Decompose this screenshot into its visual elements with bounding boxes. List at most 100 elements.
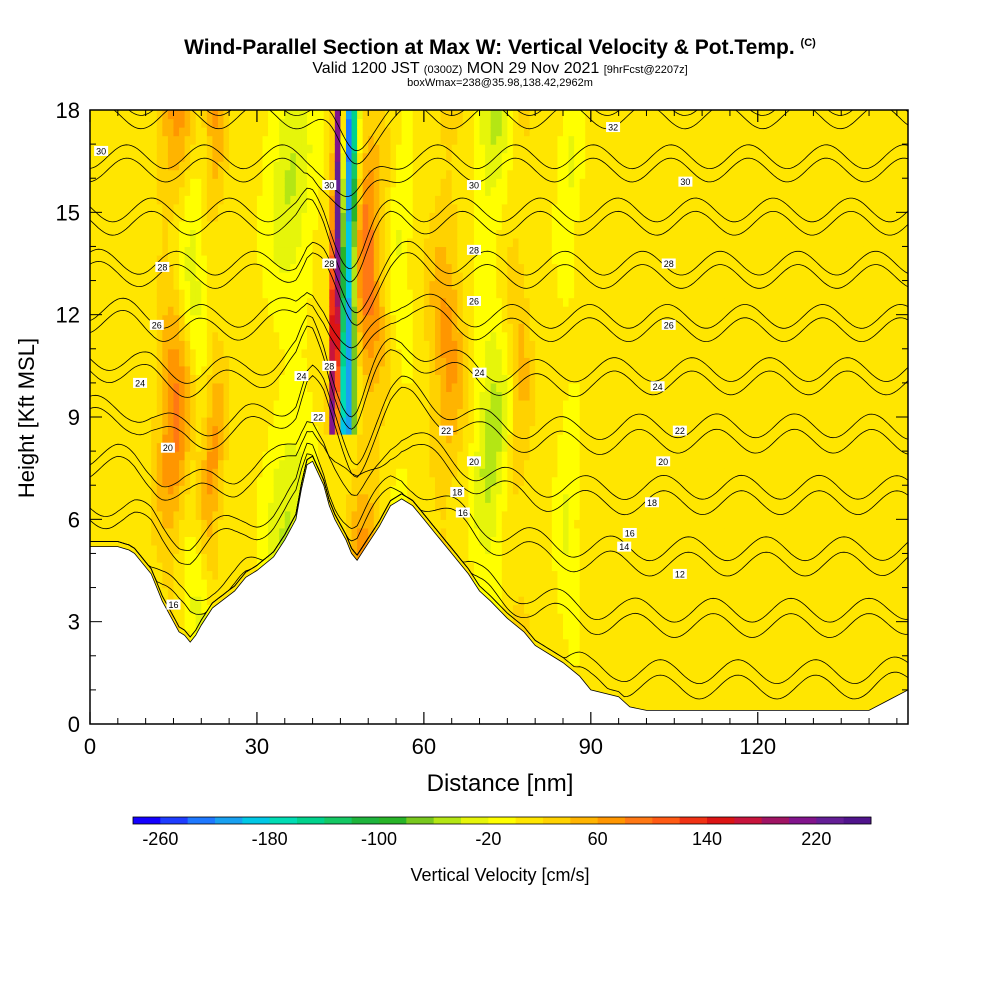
contour-label: 26 [661, 319, 676, 330]
contour-label: 30 [678, 176, 693, 187]
colorbar-tick-label: 60 [588, 829, 608, 849]
contour-label-text: 30 [680, 177, 690, 187]
contour-label: 16 [622, 527, 637, 538]
colorbar-swatch [351, 817, 380, 824]
contour-label: 30 [466, 180, 481, 191]
colorbar-swatch [625, 817, 653, 824]
y-tick-label: 3 [68, 610, 80, 635]
contour-label-text: 26 [664, 320, 674, 330]
theta-contour-line [90, 240, 908, 314]
colorbar-swatch [789, 817, 817, 824]
chart-subtitle: Valid 1200 JST (0300Z) MON 29 Nov 2021 [… [0, 60, 1000, 78]
theta-contour-line [90, 453, 908, 577]
contour-label-text: 30 [469, 181, 479, 191]
contour-label: 26 [466, 296, 481, 307]
valid-date: MON 29 Nov 2021 [466, 60, 600, 77]
colorbar-swatch [133, 817, 161, 824]
contour-label: 14 [617, 541, 632, 552]
contour-label: 22 [672, 425, 687, 436]
theta-contour-line [90, 302, 908, 361]
contour-label-text: 28 [157, 262, 167, 272]
y-tick-label: 0 [68, 712, 80, 737]
theta-contour-line [90, 455, 908, 623]
contour-label-text: 28 [664, 259, 674, 269]
y-tick-label: 15 [56, 200, 80, 225]
contour-label-text: 12 [675, 569, 685, 579]
colorbar-frame [132, 816, 872, 825]
contour-label: 22 [439, 425, 454, 436]
contour-label: 20 [656, 456, 671, 467]
contour-label: 28 [661, 258, 676, 269]
colorbar-swatch [843, 817, 872, 824]
colorbar-tick-label: 220 [801, 829, 831, 849]
theta-contour-line [90, 144, 908, 198]
contour-label: 24 [294, 371, 309, 382]
colorbar-swatch [324, 817, 353, 824]
theta-contour-line [90, 375, 908, 478]
axes: 0 30 60 90 120 0 3 6 9 12 15 18 [56, 98, 908, 759]
colorbar-label: Vertical Velocity [cm/s] [410, 865, 589, 885]
chart-title-main: Wind-Parallel Section at Max W: Vertical… [184, 36, 795, 59]
theta-contour-line [90, 442, 908, 562]
colorbar-swatch [379, 817, 407, 824]
colorbar-swatch [269, 817, 298, 824]
x-tick-label: 30 [245, 734, 269, 759]
colorbar-tick-label: -20 [475, 829, 501, 849]
contour-label-text: 20 [469, 457, 479, 467]
colorbar-swatch [488, 817, 517, 824]
colorbar-tick-label: -100 [361, 829, 397, 849]
contour-label: 30 [322, 180, 337, 191]
contour-label: 24 [472, 367, 487, 378]
x-tick-label: 120 [739, 734, 776, 759]
colorbar-swatch [297, 817, 325, 824]
colorbar-tick-label: -260 [142, 829, 178, 849]
colorbar-swatch [679, 817, 708, 824]
x-tick-label: 60 [412, 734, 436, 759]
contour-label-text: 14 [619, 542, 629, 552]
colorbar-swatch [816, 817, 845, 824]
contour-label: 24 [650, 381, 665, 392]
contour-label: 18 [450, 487, 465, 498]
y-tick-label: 12 [56, 303, 80, 328]
contour-label: 28 [322, 258, 337, 269]
y-tick-label: 18 [56, 98, 80, 123]
x-tick-label: 90 [579, 734, 603, 759]
colorbar: -260 -180 -100 -20 60 140 220 [132, 816, 872, 849]
contour-label-text: 28 [324, 259, 334, 269]
theta-contour-line [90, 252, 908, 326]
contour-label: 20 [160, 442, 175, 453]
theta-contour-line [90, 187, 908, 270]
colorbar-swatch [761, 817, 790, 824]
colorbar-swatch [406, 817, 435, 824]
contour-label-text: 30 [96, 146, 106, 156]
colorbar-swatch [515, 817, 544, 824]
theta-contour-line [90, 364, 908, 466]
colorbar-tick-label: 140 [692, 829, 722, 849]
colorbar-swatch [461, 817, 489, 824]
contour-label-text: 16 [458, 508, 468, 518]
contour-label-text: 16 [625, 528, 635, 538]
theta-contour-line [90, 315, 908, 418]
contour-labels: 16 20 24 26 28 30 22 24 28 28 30 22 20 18 16 24 26 28 30 32… [94, 122, 693, 610]
contour-label-text: 32 [608, 123, 618, 133]
contour-label-text: 22 [441, 426, 451, 436]
copyright-mark: (C) [800, 37, 816, 49]
utc-time: (0300Z) [423, 64, 463, 76]
colorbar-swatch [433, 817, 462, 824]
colorbar-swatch [734, 817, 763, 824]
colorbar-swatch [707, 817, 735, 824]
valid-time: Valid 1200 JST [312, 60, 420, 77]
contour-label: 16 [166, 599, 181, 610]
terrain-mask [90, 460, 908, 724]
contour-label-text: 24 [135, 378, 145, 388]
contour-label-text: 24 [475, 368, 485, 378]
contour-label: 28 [466, 244, 481, 255]
theta-contour-line [90, 455, 908, 638]
contour-label-text: 28 [469, 245, 479, 255]
contour-label-text: 16 [168, 600, 178, 610]
theta-contour-line [90, 431, 908, 516]
y-axis-label: Height [Kft MSL] [14, 338, 39, 498]
contour-label-text: 28 [324, 361, 334, 371]
contour-label: 30 [94, 145, 109, 156]
contour-label: 28 [322, 360, 337, 371]
